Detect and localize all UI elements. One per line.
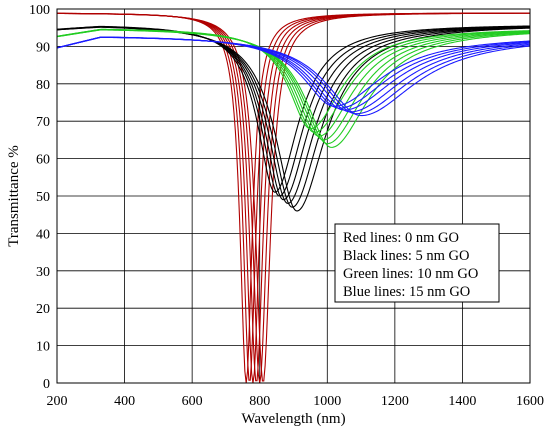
y-tick-label: 60 <box>36 153 50 168</box>
series-lines <box>56 12 531 384</box>
y-tick-label: 80 <box>36 78 50 93</box>
x-tick-label: 600 <box>182 394 203 409</box>
series-curve <box>56 28 531 133</box>
x-tick-label: 1200 <box>381 394 409 409</box>
x-tick-label: 200 <box>47 394 68 409</box>
x-axis-title: Wavelength (nm) <box>241 411 345 427</box>
y-tick-label: 40 <box>36 227 50 242</box>
y-tick-label: 90 <box>36 40 50 55</box>
series-curve <box>56 36 531 115</box>
y-tick-label: 30 <box>36 265 50 280</box>
x-tick-label: 400 <box>114 394 135 409</box>
y-tick-label: 70 <box>36 115 50 130</box>
y-tick-label: 10 <box>36 340 50 355</box>
x-tick-label: 1600 <box>516 394 544 409</box>
series-curve <box>56 25 531 193</box>
y-tick-labels: 0 10 20 30 40 50 60 70 80 90 100 <box>29 3 50 392</box>
grid <box>56 8 531 384</box>
y-tick-label: 50 <box>36 190 50 205</box>
y-tick-label: 20 <box>36 302 50 317</box>
legend-entry-red: Red lines: 0 nm GO <box>343 230 459 246</box>
series-curve <box>56 36 531 107</box>
series-curve <box>56 12 531 382</box>
plot-frame <box>56 8 531 384</box>
series-curve <box>56 29 531 148</box>
legend-entry-blue: Blue lines: 15 nm GO <box>343 284 470 300</box>
x-tick-labels: 200 400 600 800 1000 1200 1400 1600 <box>47 394 545 409</box>
x-tick-label: 1400 <box>448 394 476 409</box>
series-curve <box>56 26 531 201</box>
series-curve <box>56 29 531 145</box>
legend-box <box>334 223 500 303</box>
y-tick-label: 0 <box>43 377 50 392</box>
series-curve <box>56 26 531 212</box>
series-curve <box>56 36 531 117</box>
x-tick-label: 1000 <box>313 394 341 409</box>
x-tick-label: 800 <box>249 394 270 409</box>
y-tick-label: 100 <box>29 3 50 18</box>
legend: Red lines: 0 nm GO Black lines: 5 nm GO … <box>334 223 500 303</box>
legend-entry-green: Green lines: 10 nm GO <box>343 266 478 282</box>
series-curve <box>56 26 531 205</box>
legend-entry-black: Black lines: 5 nm GO <box>343 248 469 264</box>
y-axis-title: Transmittance % <box>6 145 22 247</box>
